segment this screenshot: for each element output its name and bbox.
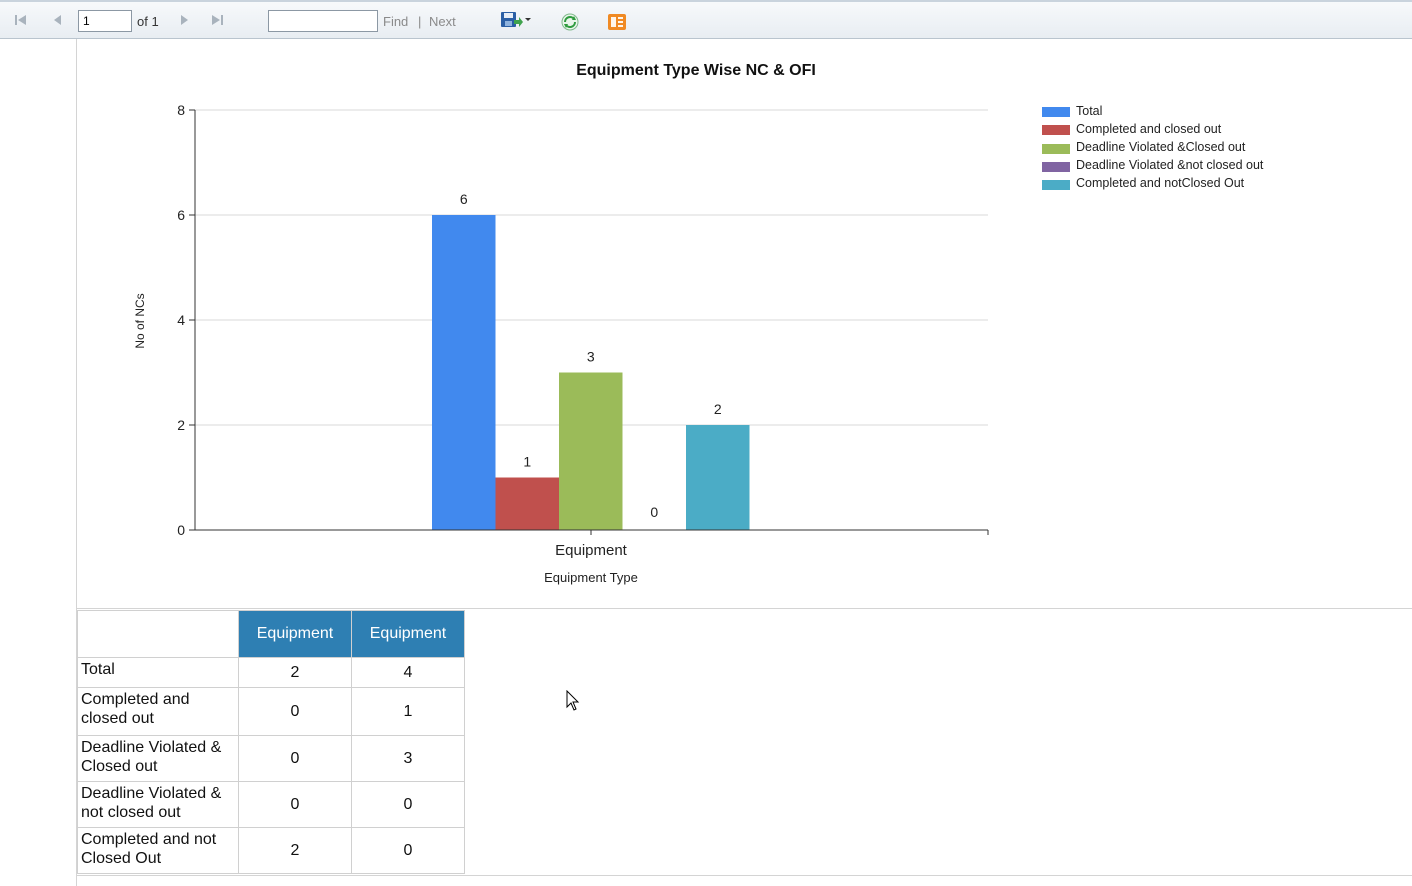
last-page-icon[interactable]: [209, 12, 225, 28]
page-number-input[interactable]: [78, 10, 132, 32]
next-link[interactable]: Next: [429, 14, 456, 29]
export-save-icon[interactable]: [500, 11, 534, 27]
table-row: Deadline Violated & not closed out 0 0: [77, 781, 465, 828]
x-axis-title: Equipment Type: [544, 570, 638, 585]
legend-item: Deadline Violated &Closed out: [1042, 140, 1282, 156]
find-text-input[interactable]: [268, 10, 378, 32]
table-corner-cell: [77, 610, 239, 658]
y-tick-label: 0: [177, 522, 185, 538]
table-cell: 0: [238, 687, 352, 736]
report-toolbar: of 1 Find | Next: [0, 0, 1412, 39]
table-row: Deadline Violated & Closed out 0 3: [77, 735, 465, 782]
bar-total: [432, 215, 496, 530]
column-header: Equipment: [351, 610, 465, 658]
y-tick-label: 6: [177, 207, 185, 223]
bar-data-label: 2: [714, 401, 722, 417]
bar-data-label: 3: [587, 349, 595, 365]
table-cell: 2: [238, 657, 352, 688]
legend-swatch: [1042, 125, 1070, 135]
legend-item: Completed and closed out: [1042, 122, 1282, 138]
table-row: Total 2 4: [77, 657, 465, 688]
y-tick-label: 4: [177, 312, 185, 328]
legend-item: Completed and notClosed Out: [1042, 176, 1282, 192]
page-count-label: of 1: [137, 14, 159, 29]
bar-data-label: 1: [523, 454, 531, 470]
print-layout-icon[interactable]: [607, 12, 627, 32]
row-label: Total: [77, 657, 239, 688]
table-cell: 4: [351, 657, 465, 688]
x-axis-category-label: Equipment: [555, 542, 628, 559]
legend-swatch: [1042, 180, 1070, 190]
legend-item: Total: [1042, 104, 1282, 120]
bar-data-label: 0: [650, 504, 658, 520]
chart-legend: Total Completed and closed out Deadline Vi…: [1042, 104, 1282, 194]
legend-swatch: [1042, 107, 1070, 117]
first-page-icon[interactable]: [13, 12, 29, 28]
refresh-icon[interactable]: [560, 12, 580, 32]
bar-completed-and-notclosed-out: [686, 425, 750, 530]
legend-label: Deadline Violated &Closed out: [1076, 140, 1246, 154]
table-row: Completed and not Closed Out 2 0: [77, 827, 465, 874]
row-label: Completed and closed out: [77, 687, 239, 736]
table-cell: 2: [238, 827, 352, 874]
table-cell: 0: [238, 781, 352, 828]
row-label: Deadline Violated & not closed out: [77, 781, 239, 828]
table-cell: 0: [351, 781, 465, 828]
prev-page-icon[interactable]: [50, 12, 66, 28]
y-tick-label: 2: [177, 417, 185, 433]
bar-chart: Equipment Type Wise NC & OFI 0 2 4 6 8 6 1 3 0 2…: [133, 62, 989, 585]
y-axis-title: No of NCs: [133, 293, 147, 348]
toolbar-separator: |: [418, 14, 422, 29]
table-cell: 0: [238, 735, 352, 782]
chart-bottom-divider: [77, 608, 1412, 609]
table-cell: 1: [351, 687, 465, 736]
report-left-border: [76, 39, 77, 886]
legend-swatch: [1042, 162, 1070, 172]
table-cell: 0: [351, 827, 465, 874]
bar-deadline-violated-closed-out: [559, 372, 623, 530]
summary-table: Equipment Equipment Total 2 4 Completed and…: [77, 610, 465, 874]
legend-label: Total: [1076, 104, 1103, 118]
mouse-cursor-icon: [566, 690, 580, 711]
y-axis-ticks: 0 2 4 6 8: [177, 102, 195, 538]
find-link[interactable]: Find: [383, 14, 409, 29]
next-page-icon[interactable]: [176, 12, 192, 28]
bar-completed-and-closed-out: [495, 477, 559, 530]
legend-item: Deadline Violated &not closed out: [1042, 158, 1282, 174]
legend-label: Deadline Violated &not closed out: [1076, 158, 1264, 172]
chart-title: Equipment Type Wise NC & OFI: [576, 62, 816, 79]
table-cell: 3: [351, 735, 465, 782]
legend-label: Completed and notClosed Out: [1076, 176, 1245, 190]
table-row: Completed and closed out 0 1: [77, 687, 465, 736]
column-header: Equipment: [238, 610, 352, 658]
row-label: Completed and not Closed Out: [77, 827, 239, 874]
table-bottom-divider: [77, 875, 1412, 876]
table-header-row: Equipment Equipment: [77, 610, 465, 658]
y-tick-label: 8: [177, 102, 185, 118]
bar-data-label: 6: [460, 191, 468, 207]
legend-swatch: [1042, 144, 1070, 154]
chart-data-labels: 6 1 3 0 2: [460, 191, 722, 520]
legend-label: Completed and closed out: [1076, 122, 1222, 136]
row-label: Deadline Violated & Closed out: [77, 735, 239, 782]
chart-bars: [432, 215, 750, 530]
